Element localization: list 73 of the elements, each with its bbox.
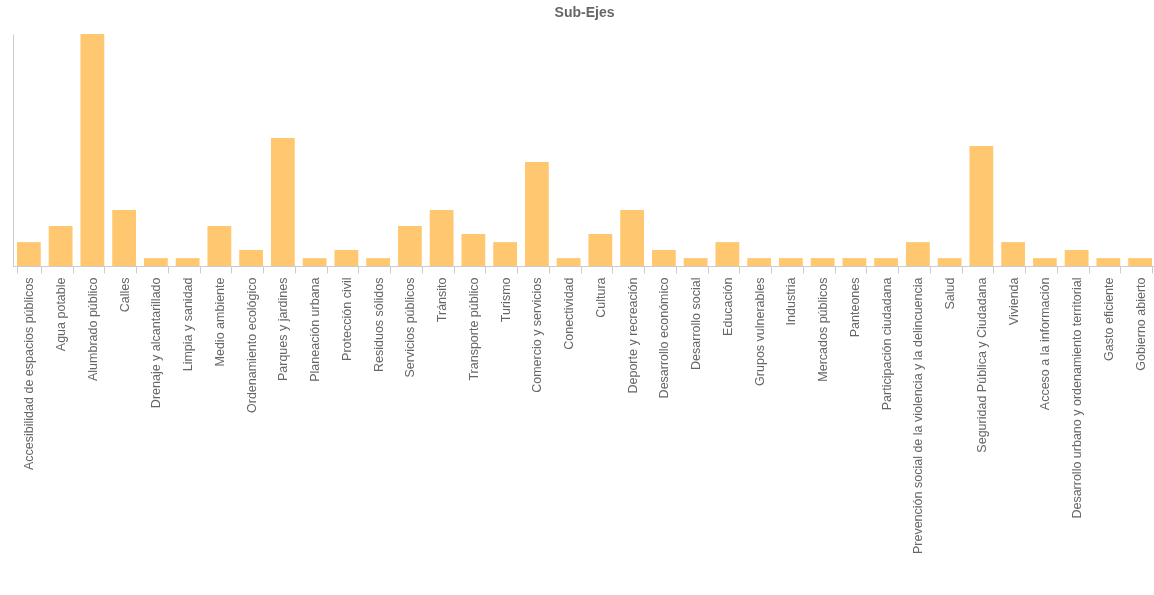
bar <box>461 233 486 266</box>
x-tick-label: Calles <box>117 277 132 313</box>
x-tick-label: Limpia y sanidad <box>181 277 196 372</box>
x-tick-label: Vivienda <box>1006 277 1021 326</box>
bar <box>429 210 454 266</box>
x-tick-label: Tránsito <box>435 277 450 323</box>
bar <box>239 249 264 266</box>
bar <box>683 258 708 266</box>
x-tick-label: Prevención social de la violencia y la delincuencia <box>911 277 926 555</box>
bar <box>112 210 137 266</box>
bar <box>143 258 168 266</box>
x-tick-label: Deporte y recreación <box>625 277 640 394</box>
x-tick-label: Gobierno abierto <box>1133 277 1148 371</box>
bar <box>842 258 867 266</box>
x-tick-label: Turismo <box>498 277 513 323</box>
bar <box>1096 258 1121 266</box>
x-tick-label: Agua potable <box>54 277 69 352</box>
bar <box>715 242 740 266</box>
bar <box>207 226 232 266</box>
bar <box>493 242 518 266</box>
bar <box>302 258 327 266</box>
x-tick-label: Servicios públicos <box>403 277 418 378</box>
x-tick-label: Industria <box>784 277 799 326</box>
x-tick-label: Desarrollo económico <box>657 277 672 399</box>
bar <box>747 258 772 266</box>
x-tick-label: Cultura <box>593 277 608 318</box>
bar <box>556 258 581 266</box>
x-tick-label: Parques y jardines <box>276 277 291 382</box>
x-tick-label: Conectividad <box>562 277 577 350</box>
x-tick-label: Panteones <box>847 277 862 338</box>
bar <box>48 226 73 266</box>
x-tick-label: Comercio y servicios <box>530 277 545 393</box>
x-tick-label: Desarrollo social <box>689 277 704 370</box>
x-tick-label: Planeación urbana <box>308 277 323 382</box>
chart-title: Sub-Ejes <box>554 4 615 20</box>
bar <box>905 242 930 266</box>
x-tick-label: Gasto eficiente <box>1101 277 1116 361</box>
x-tick-label: Ordenamiento ecológico <box>244 277 259 413</box>
x-tick-label: Drenaje y alcantarillado <box>149 277 164 409</box>
x-tick-label: Participación ciudadana <box>879 277 894 411</box>
bar <box>969 146 994 266</box>
bar <box>334 249 359 266</box>
bar <box>588 233 613 266</box>
x-tick-label: Protección civil <box>339 277 354 361</box>
bar <box>1064 249 1089 266</box>
x-tick-label: Grupos vulnerables <box>752 277 767 386</box>
bar <box>810 258 835 266</box>
bar <box>1001 242 1026 266</box>
bar <box>1032 258 1057 266</box>
bar <box>524 162 549 266</box>
bar <box>778 258 803 266</box>
x-tick-label: Desarrollo urbano y ordenamiento territorial <box>1070 277 1085 519</box>
bar <box>651 249 676 266</box>
x-tick-label: Residuos sólidos <box>371 277 386 372</box>
bar <box>270 137 295 266</box>
bar <box>620 210 645 266</box>
x-tick-label: Accesibilidad de espacios públicos <box>22 277 37 470</box>
bar <box>80 34 105 266</box>
bar <box>366 258 391 266</box>
x-tick-label: Transporte público <box>466 277 481 381</box>
x-tick-label: Alumbrado público <box>85 277 100 382</box>
bar <box>397 226 422 266</box>
x-tick-label: Mercados públicos <box>816 277 831 382</box>
bar <box>937 258 962 266</box>
x-tick-label: Medio ambiente <box>212 277 227 367</box>
x-tick-label: Seguridad Pública y Ciudadana <box>974 277 989 453</box>
x-tick-label: Educación <box>720 277 735 336</box>
bar <box>874 258 899 266</box>
x-tick-label: Acceso a la información <box>1038 277 1053 411</box>
bar <box>16 242 41 266</box>
bar <box>175 258 200 266</box>
bar <box>1128 258 1153 266</box>
x-tick-label: Salud <box>943 277 958 310</box>
